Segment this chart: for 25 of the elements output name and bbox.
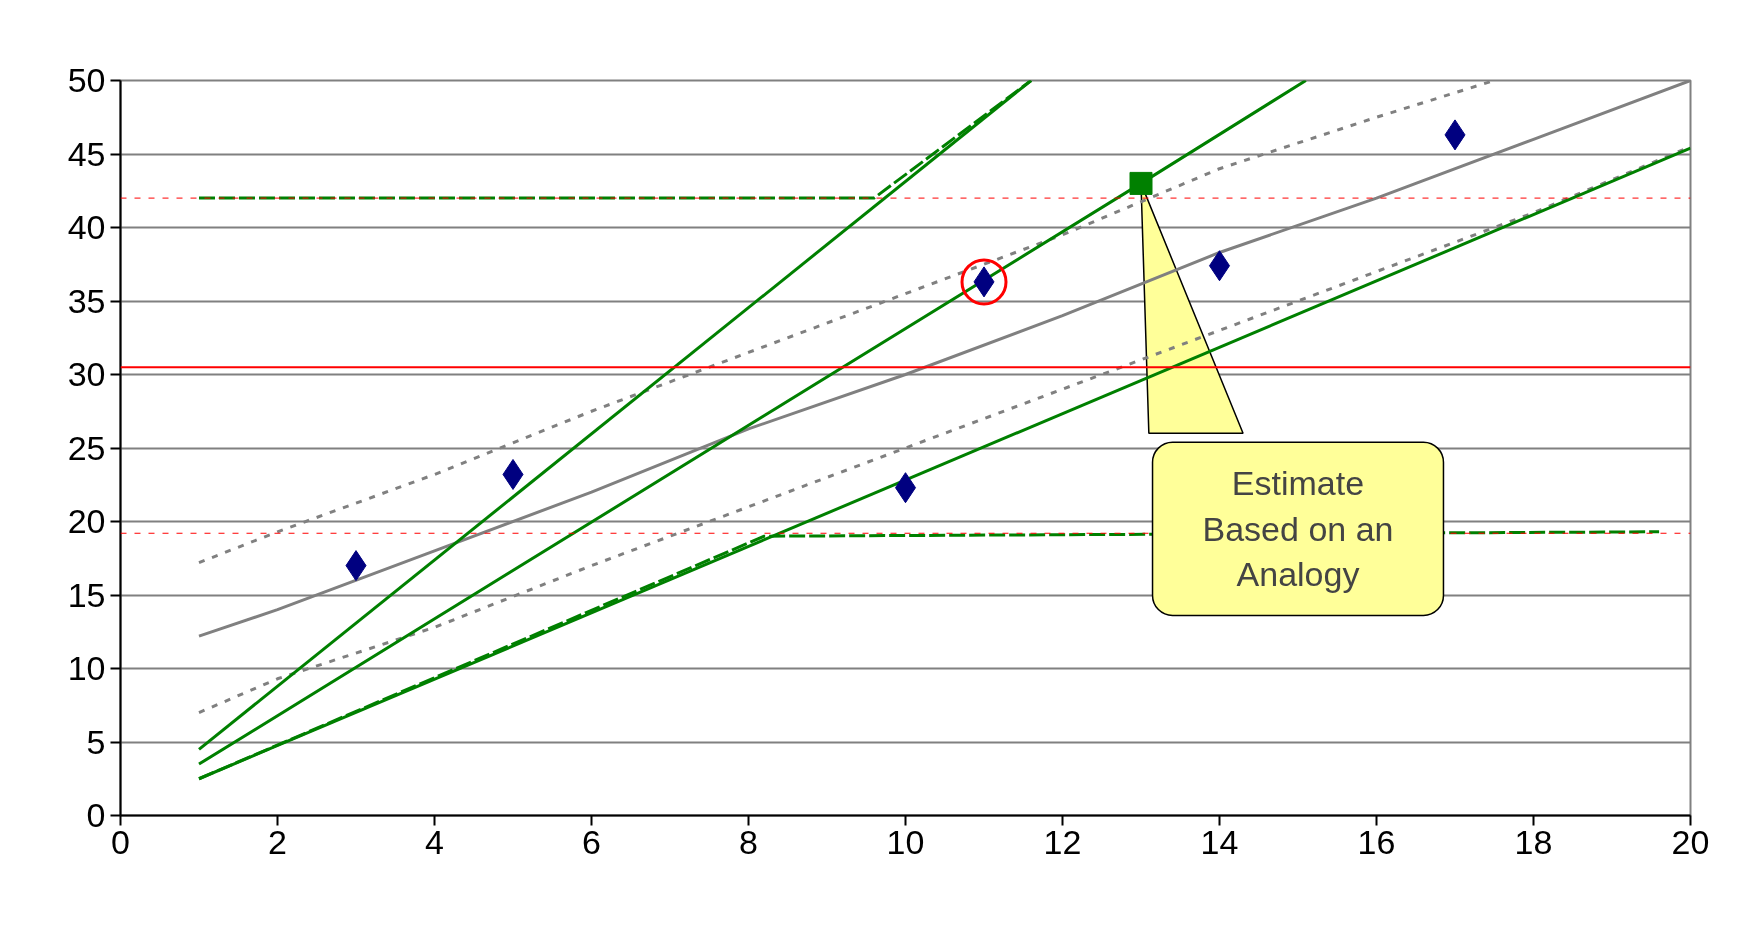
point — [1129, 171, 1153, 195]
y-tick-label: 5 — [86, 722, 106, 761]
y-tick-label: 50 — [67, 61, 106, 99]
y-tick-label: 30 — [67, 355, 106, 393]
y-tick-label: 20 — [67, 502, 106, 540]
y-tick-label: 15 — [67, 575, 106, 614]
x-tick-label: 18 — [1514, 822, 1553, 861]
x-tick-label: 8 — [739, 822, 758, 861]
x-tick-label: 12 — [1043, 822, 1082, 861]
y-tick-label: 40 — [67, 208, 106, 246]
y-tick-label: 0 — [86, 796, 106, 834]
x-tick-label: 4 — [425, 822, 444, 861]
annotation: Estimate Based on an Analogy — [1202, 464, 1394, 594]
x-tick-label: 16 — [1357, 822, 1396, 861]
x-tick-label: 0 — [111, 822, 130, 861]
x-tick-label: 10 — [886, 822, 925, 861]
x-tick-label: 6 — [582, 822, 601, 861]
x-tick-label: 14 — [1200, 822, 1239, 861]
y-tick-label: 10 — [67, 649, 106, 687]
y-tick-label: 45 — [67, 134, 106, 173]
y-tick-label: 25 — [67, 428, 106, 467]
x-tick-label: 20 — [1671, 822, 1710, 861]
point — [960, 258, 1008, 306]
y-tick-label: 35 — [67, 281, 106, 320]
x-tick-label: 2 — [268, 822, 287, 861]
